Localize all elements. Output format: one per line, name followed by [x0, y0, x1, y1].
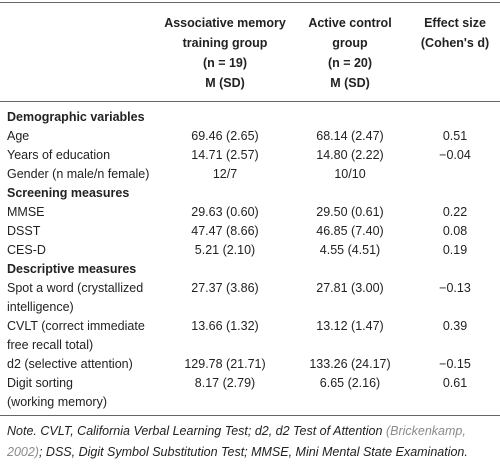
cell: 12/7: [212, 167, 238, 181]
cell: 13.12 (1.47): [316, 319, 384, 333]
header-blank: [0, 2, 160, 102]
cell: −0.04: [439, 148, 471, 162]
cell: 68.14 (2.47): [316, 129, 384, 143]
row-label: Years of education: [0, 146, 160, 165]
section-title: Descriptive measures: [7, 262, 137, 276]
cell: 10/10: [334, 167, 366, 181]
cell: 0.19: [442, 243, 468, 257]
data-row: MMSE 29.63 (0.60) 29.50 (0.61) 0.22: [0, 203, 500, 222]
data-row: Spot a word (crystallized intelligence) 27…: [0, 279, 500, 317]
row-label: CES-D: [0, 241, 160, 260]
cell: −0.15: [439, 357, 471, 371]
data-row: Years of education 14.71 (2.57) 14.80 (2.2…: [0, 146, 500, 165]
label-line: Spot a word (crystallized: [7, 281, 144, 295]
note: Note. CVLT, California Verbal Learning T…: [0, 416, 500, 463]
row-label: Spot a word (crystallized intelligence): [0, 279, 160, 317]
row-label: MMSE: [0, 203, 160, 222]
section-row: Screening measures: [0, 184, 500, 203]
cell: 69.46 (2.65): [191, 129, 259, 143]
cell: 0.22: [442, 205, 468, 219]
row-label: CVLT (correct immediate free recall total…: [0, 317, 160, 355]
cell: 129.78 (21.71): [184, 357, 266, 371]
label-line: Digit sorting: [7, 376, 73, 390]
cell: 29.63 (0.60): [191, 205, 259, 219]
row-label: d2 (selective attention): [0, 355, 160, 374]
cell: 14.80 (2.22): [316, 148, 384, 162]
table-header: Associative memory training group (n = 19)…: [0, 2, 500, 102]
row-label: Age: [0, 127, 160, 146]
cell: 27.81 (3.00): [316, 281, 384, 295]
label-line: DSST: [7, 224, 41, 238]
data-row: Digit sorting (working memory) 8.17 (2.79)…: [0, 374, 500, 416]
cell: 133.26 (24.17): [309, 357, 391, 371]
header-cell: Effect size (Cohen's d): [410, 2, 500, 102]
header-line: Effect size: [424, 16, 486, 30]
cell: 13.66 (1.32): [191, 319, 259, 333]
data-row: Age 69.46 (2.65) 68.14 (2.47) 0.51: [0, 127, 500, 146]
label-line: intelligence): [7, 300, 74, 314]
header-line: (n = 20): [327, 56, 373, 70]
header-cell: Active control group (n = 20) M (SD): [290, 2, 410, 102]
label-line: (working memory): [7, 395, 108, 409]
cell: 5.21 (2.10): [194, 243, 256, 257]
citation[interactable]: (Brickenkamp, 2002): [7, 424, 466, 459]
label-line: free recall total): [7, 338, 94, 352]
label-line: CES-D: [7, 243, 46, 257]
note-text: Note. CVLT, California Verbal Learning T…: [7, 424, 383, 438]
table-body: Demographic variables Age 69.46 (2.65) 68.1…: [0, 102, 500, 416]
cell: 4.55 (4.51): [319, 243, 381, 257]
cell: 46.85 (7.40): [316, 224, 384, 238]
label-line: CVLT (correct immediate: [7, 319, 145, 333]
header-line: Active control: [308, 16, 392, 30]
cell: 47.47 (8.66): [191, 224, 259, 238]
cell: 0.51: [442, 129, 468, 143]
data-row: CVLT (correct immediate free recall total…: [0, 317, 500, 355]
row-label: DSST: [0, 222, 160, 241]
label-line: Gender (n male/n female): [7, 167, 150, 181]
data-table: Associative memory training group (n = 19)…: [0, 2, 500, 416]
cell: 14.71 (2.57): [191, 148, 259, 162]
section-row: Descriptive measures: [0, 260, 500, 279]
label-line: Years of education: [7, 148, 111, 162]
section-title: Demographic variables: [7, 110, 145, 124]
label-line: MMSE: [7, 205, 45, 219]
cell: 29.50 (0.61): [316, 205, 384, 219]
data-row: Gender (n male/n female) 12/7 10/10: [0, 165, 500, 184]
note-text: ; DSS, Digit Symbol Substitution Test; M…: [38, 445, 468, 459]
header-line: (n = 19): [202, 56, 248, 70]
header-line: (Cohen's d): [420, 36, 490, 50]
cell: 0.39: [442, 319, 468, 333]
cell: [410, 165, 500, 184]
row-label: Digit sorting (working memory): [0, 374, 160, 416]
label-line: Age: [7, 129, 30, 143]
header-line: training group: [182, 36, 268, 50]
cell: 0.08: [442, 224, 468, 238]
cell: 8.17 (2.79): [194, 376, 256, 390]
header-line: M (SD): [205, 76, 245, 90]
header-cell: Associative memory training group (n = 19)…: [160, 2, 290, 102]
data-row: CES-D 5.21 (2.10) 4.55 (4.51) 0.19: [0, 241, 500, 260]
cell: 27.37 (3.86): [191, 281, 259, 295]
section-title: Screening measures: [7, 186, 130, 200]
cell: 6.65 (2.16): [319, 376, 381, 390]
header-line: Associative memory: [164, 16, 286, 30]
data-row: d2 (selective attention) 129.78 (21.71) 13…: [0, 355, 500, 374]
section-row: Demographic variables: [0, 102, 500, 128]
data-row: DSST 47.47 (8.66) 46.85 (7.40) 0.08: [0, 222, 500, 241]
row-label: Gender (n male/n female): [0, 165, 160, 184]
cell: −0.13: [439, 281, 471, 295]
header-line: group: [332, 36, 368, 50]
header-line: M (SD): [330, 76, 370, 90]
label-line: d2 (selective attention): [7, 357, 133, 371]
cell: 0.61: [442, 376, 468, 390]
